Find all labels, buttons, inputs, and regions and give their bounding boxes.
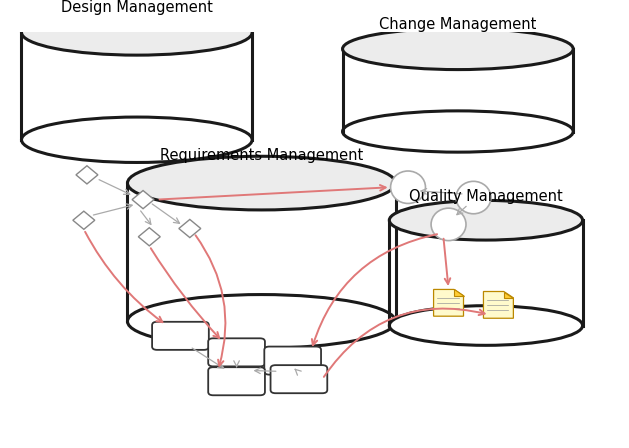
Ellipse shape (21, 117, 252, 163)
Ellipse shape (391, 171, 425, 203)
Text: Change Management: Change Management (379, 17, 537, 32)
Ellipse shape (128, 156, 396, 210)
Polygon shape (389, 220, 582, 326)
FancyBboxPatch shape (208, 367, 265, 395)
Polygon shape (132, 190, 154, 209)
Polygon shape (73, 211, 95, 229)
Ellipse shape (343, 28, 573, 69)
Ellipse shape (456, 181, 491, 214)
FancyBboxPatch shape (264, 347, 321, 375)
Polygon shape (76, 166, 98, 184)
Polygon shape (128, 183, 396, 321)
Ellipse shape (431, 208, 466, 241)
Text: Design Management: Design Management (61, 0, 213, 15)
Ellipse shape (389, 200, 582, 240)
Polygon shape (179, 220, 201, 237)
Polygon shape (484, 292, 513, 318)
Polygon shape (433, 289, 464, 316)
Polygon shape (343, 49, 573, 132)
Polygon shape (454, 289, 464, 296)
Text: Quality Management: Quality Management (409, 189, 563, 204)
Polygon shape (504, 292, 513, 298)
Polygon shape (21, 32, 252, 140)
Ellipse shape (343, 111, 573, 152)
FancyBboxPatch shape (208, 338, 265, 366)
Text: Requirements Management: Requirements Management (160, 148, 363, 164)
Polygon shape (138, 228, 160, 246)
Ellipse shape (389, 306, 582, 345)
FancyBboxPatch shape (152, 322, 209, 350)
FancyBboxPatch shape (270, 365, 327, 393)
Ellipse shape (128, 294, 396, 348)
Ellipse shape (21, 10, 252, 55)
